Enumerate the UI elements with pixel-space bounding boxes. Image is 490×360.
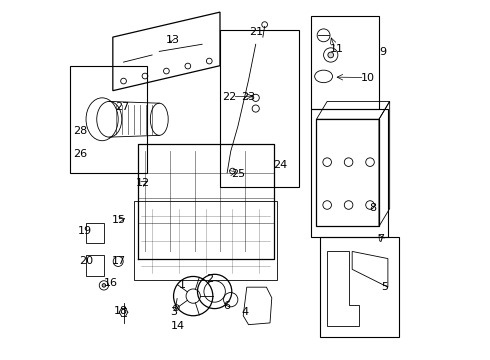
Bar	[220, 30, 298, 187]
Text: 9: 9	[379, 47, 386, 57]
Text: 26: 26	[73, 149, 87, 159]
Text: 17: 17	[112, 256, 126, 266]
Text: 15: 15	[112, 215, 126, 225]
Bar	[70, 66, 147, 173]
Text: 8: 8	[369, 203, 376, 213]
Text: 22: 22	[222, 92, 236, 102]
Text: 20: 20	[79, 256, 93, 266]
Text: 28: 28	[74, 126, 88, 136]
Text: 21: 21	[248, 27, 263, 37]
Bar	[317, 119, 379, 226]
Bar	[311, 16, 379, 109]
Bar	[320, 237, 398, 337]
Text: 1: 1	[179, 280, 186, 291]
Text: 16: 16	[104, 278, 118, 288]
Text: 5: 5	[381, 282, 388, 292]
Circle shape	[328, 52, 334, 58]
Text: 25: 25	[231, 168, 245, 179]
Text: 14: 14	[171, 321, 185, 331]
Text: 19: 19	[78, 226, 92, 236]
Text: 18: 18	[114, 306, 128, 316]
Text: 27: 27	[115, 102, 129, 112]
Bar	[86, 255, 104, 276]
Text: 10: 10	[361, 73, 374, 83]
Text: 24: 24	[273, 160, 288, 170]
Text: 7: 7	[377, 234, 384, 244]
Bar	[134, 202, 277, 280]
Text: 11: 11	[330, 44, 344, 54]
Text: 6: 6	[223, 301, 230, 311]
Circle shape	[252, 105, 259, 112]
Text: 23: 23	[242, 92, 256, 102]
Text: 4: 4	[242, 307, 248, 317]
Bar	[86, 223, 104, 243]
Circle shape	[102, 284, 106, 287]
Text: 3: 3	[170, 307, 177, 317]
Text: 13: 13	[166, 35, 180, 45]
Bar	[311, 109, 388, 237]
Circle shape	[252, 94, 259, 102]
Text: 12: 12	[136, 178, 150, 188]
Text: 2: 2	[206, 274, 214, 284]
